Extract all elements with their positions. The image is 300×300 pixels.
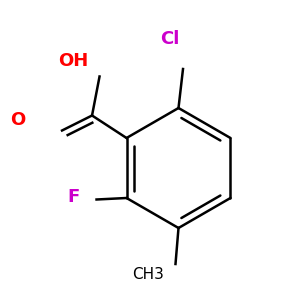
Text: F: F: [68, 188, 80, 206]
Text: OH: OH: [58, 52, 88, 70]
Text: O: O: [11, 111, 26, 129]
Text: CH3: CH3: [133, 267, 164, 282]
Text: Cl: Cl: [160, 30, 179, 48]
